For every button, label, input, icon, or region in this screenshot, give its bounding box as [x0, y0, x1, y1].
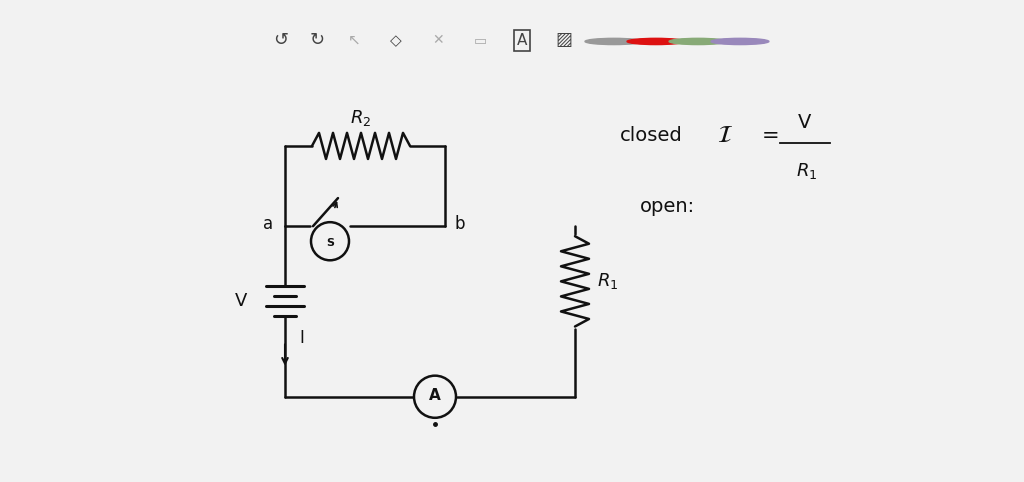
- Circle shape: [585, 39, 643, 44]
- Text: ↖: ↖: [347, 33, 360, 48]
- Text: $\mathcal{I}$: $\mathcal{I}$: [717, 124, 733, 147]
- Circle shape: [711, 39, 769, 44]
- Text: ▨: ▨: [555, 31, 572, 49]
- Text: ↻: ↻: [309, 31, 325, 49]
- Circle shape: [669, 39, 727, 44]
- Text: A: A: [429, 388, 441, 403]
- Text: ✕: ✕: [432, 33, 443, 47]
- Text: V: V: [799, 113, 812, 133]
- Text: A: A: [517, 33, 527, 48]
- Text: $R_1$: $R_1$: [797, 161, 818, 181]
- Text: V: V: [234, 293, 247, 310]
- Text: ◇: ◇: [390, 33, 401, 48]
- Text: a: a: [263, 215, 273, 233]
- Text: ↺: ↺: [272, 31, 288, 49]
- Text: b: b: [454, 215, 465, 233]
- Text: ▭: ▭: [473, 33, 486, 47]
- Text: $R_2$: $R_2$: [350, 108, 372, 128]
- Text: S: S: [326, 238, 334, 248]
- Text: $R_1$: $R_1$: [597, 271, 618, 291]
- Text: I: I: [299, 329, 304, 347]
- Text: closed: closed: [620, 126, 683, 146]
- Text: =: =: [762, 126, 779, 146]
- Text: open:: open:: [640, 197, 695, 215]
- Circle shape: [627, 39, 685, 44]
